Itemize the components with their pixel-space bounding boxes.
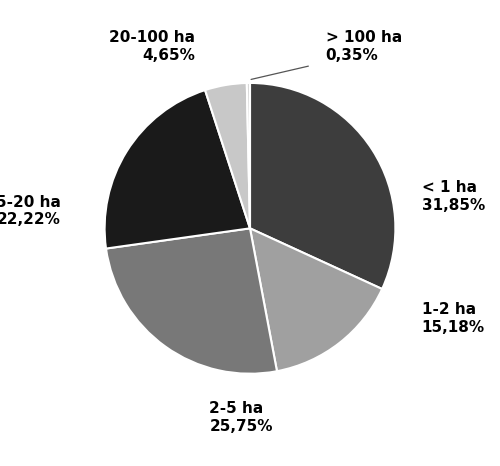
Text: 1-2 ha
15,18%: 1-2 ha 15,18%	[422, 302, 484, 335]
Wedge shape	[106, 228, 277, 374]
Wedge shape	[104, 90, 250, 248]
Wedge shape	[205, 83, 250, 228]
Text: 5-20 ha
22,22%: 5-20 ha 22,22%	[0, 195, 61, 227]
Wedge shape	[247, 83, 250, 228]
Wedge shape	[250, 228, 382, 371]
Text: 2-5 ha
25,75%: 2-5 ha 25,75%	[210, 401, 273, 433]
Text: < 1 ha
31,85%: < 1 ha 31,85%	[422, 180, 485, 212]
Text: > 100 ha
0,35%: > 100 ha 0,35%	[326, 30, 402, 63]
Text: 20-100 ha
4,65%: 20-100 ha 4,65%	[109, 30, 195, 63]
Wedge shape	[250, 83, 396, 289]
